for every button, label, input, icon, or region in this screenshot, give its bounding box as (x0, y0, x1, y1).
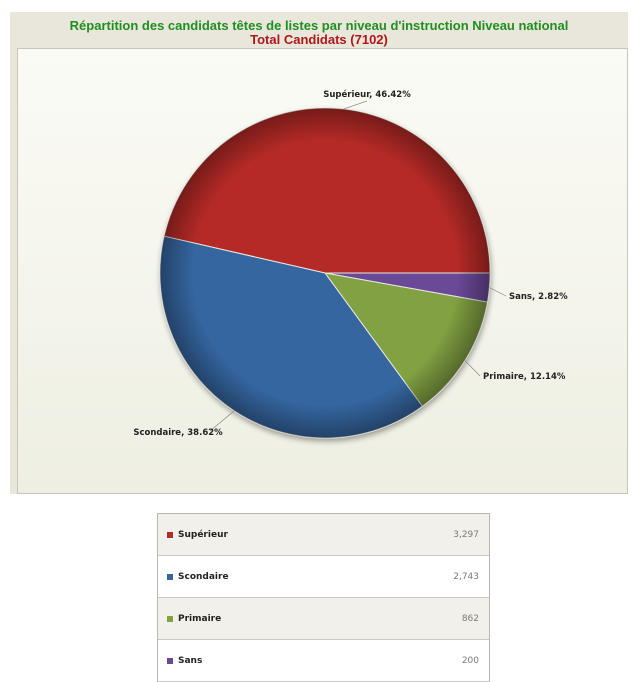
slice-label: Supérieur, 46.42% (323, 89, 411, 100)
legend-swatch (167, 531, 173, 538)
legend-value: 2,743 (453, 571, 479, 582)
legend-name: Sans (178, 655, 203, 666)
legend-swatch (167, 573, 173, 580)
pie-slices (159, 107, 491, 439)
legend-swatch (167, 657, 173, 664)
legend-row[interactable]: Sans 200 (158, 640, 489, 682)
legend-row[interactable]: Scondaire 2,743 (158, 556, 489, 598)
legend-value: 200 (461, 655, 479, 666)
pie-labels: Supérieur, 46.42% Sans, 2.82% Primaire, 12… (133, 89, 568, 438)
legend-name: Scondaire (178, 571, 229, 582)
leader-line (209, 410, 235, 432)
chart-title: Répartition des candidats têtes de liste… (69, 18, 569, 33)
slice-label: Sans, 2.82% (509, 292, 568, 302)
leader-line (343, 100, 368, 110)
slice-label: Scondaire, 38.62% (133, 428, 223, 438)
legend-name: Supérieur (178, 529, 228, 540)
legend-swatch (167, 615, 173, 622)
legend-table: Supérieur 3,297 Scondaire 2,743 Primaire 862 S… (157, 513, 490, 682)
legend-value: 3,297 (453, 529, 479, 540)
slice-label: Primaire, 12.14% (483, 372, 566, 382)
pie-leader-lines (209, 100, 507, 432)
legend-name: Primaire (178, 613, 222, 624)
legend-row[interactable]: Supérieur 3,297 (158, 514, 489, 556)
legend-row[interactable]: Primaire 862 (158, 598, 489, 640)
legend-value: 862 (461, 613, 479, 624)
leader-line (464, 360, 481, 377)
leader-line (489, 287, 507, 297)
plot-area: Supérieur, 46.42% Sans, 2.82% Primaire, 12… (17, 48, 628, 494)
chart-subtitle: Total Candidats (7102) (250, 32, 388, 47)
pie-chart: Supérieur, 46.42% Sans, 2.82% Primaire, 12… (133, 89, 568, 439)
